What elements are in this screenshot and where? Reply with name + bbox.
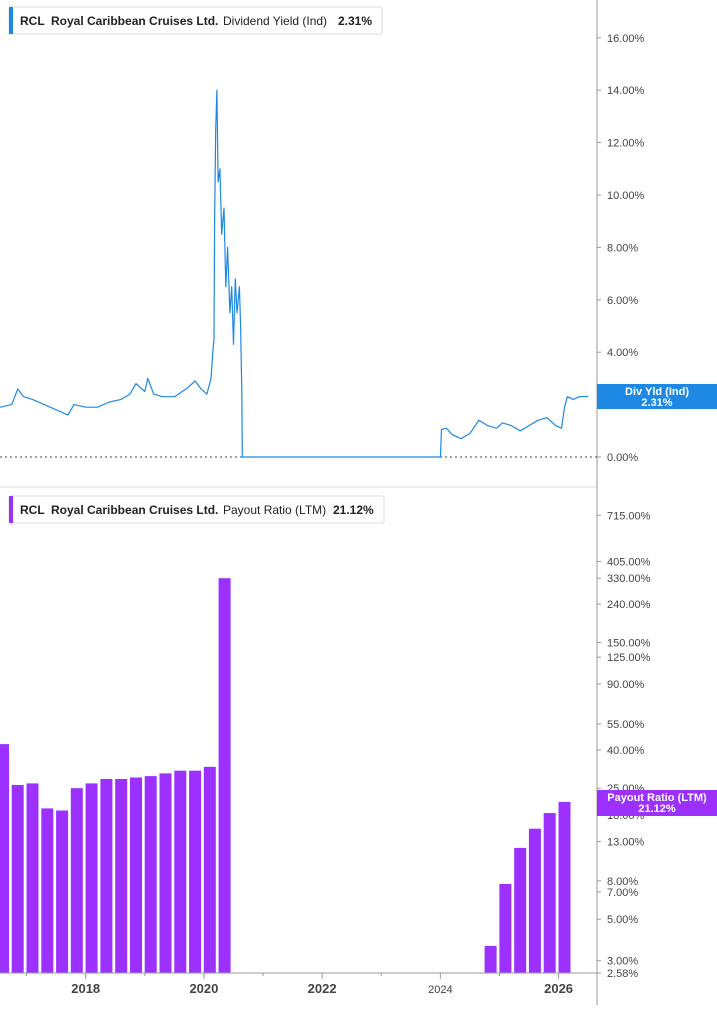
bottom-y-tick-label: 13.00% [607, 836, 645, 848]
top-y-tick-label: 6.00% [607, 295, 638, 307]
payout-ratio-bar [115, 779, 128, 973]
top-y-tick-label: 12.00% [607, 138, 645, 150]
bottom-y-tick-label: 3.00% [607, 956, 638, 968]
payout-ratio-bar [100, 779, 113, 973]
payout-ratio-bar [144, 776, 157, 973]
payout-ratio-bar [41, 808, 54, 973]
x-tick-label: 2022 [308, 981, 337, 996]
bottom-y-tick-label: 405.00% [607, 557, 651, 569]
top-y-tick-label: 14.00% [607, 85, 645, 97]
top-legend-metric: Dividend Yield (Ind) [223, 14, 327, 28]
div-yield-tag: Div Yld (Ind) 2.31% [597, 384, 717, 409]
top-legend-swatch [9, 7, 13, 34]
payout-ratio-bar [0, 744, 9, 973]
top-legend-value: 2.31% [338, 14, 372, 28]
payout-ratio-bar [514, 847, 527, 973]
bottom-y-tick-label: 55.00% [607, 719, 645, 731]
payout-ratio-bar [558, 801, 571, 973]
top-y-tick-label: 8.00% [607, 242, 638, 254]
bottom-y-tick-label: 90.00% [607, 679, 645, 691]
payout-ratio-bar [484, 945, 497, 973]
bottom-y-tick-label: 240.00% [607, 599, 651, 611]
payout-ratio-bar [543, 813, 556, 973]
x-tick-label: 2026 [544, 981, 573, 996]
bottom-legend-metric: Payout Ratio (LTM) [223, 503, 326, 517]
payout-ratio-tag: Payout Ratio (LTM) 21.12% [597, 790, 717, 816]
bottom-legend-ticker: RCL [20, 503, 45, 517]
payout-ratio-bar [159, 773, 172, 973]
bottom-legend: RCL Royal Caribbean Cruises Ltd. Payout … [8, 495, 385, 524]
bottom-y-tick-label: 715.00% [607, 510, 651, 522]
payout-ratio-bar [528, 828, 541, 973]
payout-ratio-bar [130, 777, 142, 973]
payout-ratio-tag-label: Payout Ratio (LTM) [607, 792, 707, 804]
x-tick-label: 2018 [71, 981, 100, 996]
bottom-y-tick-label: 330.00% [607, 573, 651, 585]
payout-ratio-bar [174, 770, 187, 973]
payout-ratio-bar [218, 578, 231, 973]
bottom-y-tick-label: 125.00% [607, 652, 651, 664]
top-y-tick-label: 10.00% [607, 190, 645, 202]
bottom-y-tick-label: 40.00% [607, 745, 645, 757]
payout-ratio-tag-value: 21.12% [638, 803, 676, 815]
bottom-y-tick-label: 150.00% [607, 637, 651, 649]
payout-ratio-bar [499, 884, 512, 973]
top-legend-company: Royal Caribbean Cruises Ltd. [51, 14, 218, 28]
payout-ratio-bar [203, 766, 216, 973]
bottom-y-tick-label: 8.00% [607, 876, 638, 888]
bottom-y-tick-label: 7.00% [607, 887, 638, 899]
div-yield-tag-label: Div Yld (Ind) [625, 386, 689, 398]
bottom-legend-company: Royal Caribbean Cruises Ltd. [51, 503, 218, 517]
payout-ratio-bar [189, 770, 202, 973]
x-tick-label: 2024 [428, 984, 452, 996]
bottom-y-tick-label: 5.00% [607, 914, 638, 926]
bottom-legend-swatch [9, 496, 13, 523]
payout-ratio-bar [70, 788, 83, 973]
bottom-y-tick-label: 2.58% [607, 968, 638, 980]
payout-ratio-bar [26, 783, 39, 973]
top-y-tick-label: 4.00% [607, 347, 638, 359]
top-legend-ticker: RCL [20, 14, 45, 28]
bottom-legend-value: 21.12% [333, 503, 374, 517]
payout-ratio-bar [85, 783, 98, 973]
div-yield-tag-value: 2.31% [641, 397, 672, 409]
top-y-tick-label: 0.00% [607, 452, 638, 464]
x-tick-label: 2020 [189, 981, 218, 996]
top-legend: RCL Royal Caribbean Cruises Ltd. Dividen… [8, 6, 383, 35]
payout-ratio-bar [56, 810, 69, 973]
top-y-tick-label: 16.00% [607, 33, 645, 45]
dividend-yield-line [0, 89, 589, 458]
payout-ratio-bar [11, 785, 24, 973]
